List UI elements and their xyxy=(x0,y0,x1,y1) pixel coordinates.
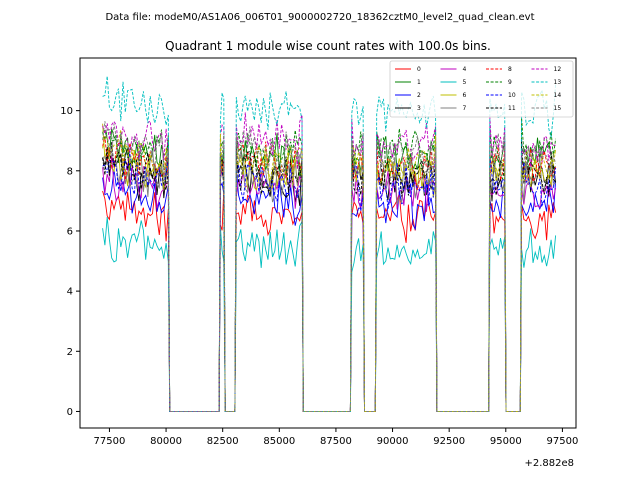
legend-label-5: 5 xyxy=(463,79,467,86)
x-tick-label: 95000 xyxy=(490,436,522,447)
y-tick-label: 0 xyxy=(67,407,73,418)
legend-label-8: 8 xyxy=(508,66,512,73)
y-tick-label: 8 xyxy=(67,166,73,177)
legend-label-10: 10 xyxy=(508,92,516,99)
legend-label-14: 14 xyxy=(554,92,562,99)
series-line-7 xyxy=(102,147,556,412)
series-line-5 xyxy=(102,216,557,412)
series-line-15 xyxy=(102,121,557,412)
y-tick-label: 2 xyxy=(67,347,73,358)
x-tick-label: 92500 xyxy=(433,436,465,447)
x-tick-label: 87500 xyxy=(320,436,352,447)
legend-box xyxy=(389,60,574,118)
y-tick-label: 10 xyxy=(60,106,73,117)
series-line-12 xyxy=(102,112,556,412)
legend-label-7: 7 xyxy=(463,105,467,112)
series-line-9 xyxy=(102,117,557,412)
legend-label-11: 11 xyxy=(508,105,516,112)
series-line-10 xyxy=(102,150,557,412)
legend-label-6: 6 xyxy=(463,92,467,99)
chart-title: Quadrant 1 module wise count rates with … xyxy=(165,39,491,53)
y-tick-label: 4 xyxy=(67,287,73,298)
x-tick-label: 85000 xyxy=(263,436,295,447)
x-tick-label: 77500 xyxy=(94,436,126,447)
legend-label-12: 12 xyxy=(554,66,562,73)
x-tick-label: 90000 xyxy=(377,436,409,447)
series-line-8 xyxy=(102,136,557,412)
series-line-6 xyxy=(102,123,556,412)
series-line-2 xyxy=(102,167,557,412)
x-axis: 77500 80000 82500 85000 87500 90000 92500 95000… xyxy=(94,428,579,447)
series-line-3 xyxy=(102,148,557,412)
x-offset-label: +2.882e8 xyxy=(524,458,574,469)
y-axis: 0 2 4 6 8 10 xyxy=(60,106,80,418)
series-line-11 xyxy=(102,139,556,412)
legend-label-0: 0 xyxy=(417,66,421,73)
legend-label-2: 2 xyxy=(417,92,421,99)
plot-frame xyxy=(79,57,577,429)
legend-label-4: 4 xyxy=(463,66,467,73)
series-line-14 xyxy=(102,129,557,412)
series-line-1 xyxy=(102,128,556,412)
suptitle: Data file: modeM0/AS1A06_006T01_90000027… xyxy=(105,12,534,23)
legend-label-3: 3 xyxy=(417,105,421,112)
x-tick-label: 80000 xyxy=(150,436,182,447)
legend-label-1: 1 xyxy=(417,79,421,86)
series-line-4 xyxy=(102,154,557,412)
legend-label-13: 13 xyxy=(554,79,562,86)
series-line-13 xyxy=(102,76,557,412)
legend-label-9: 9 xyxy=(508,79,512,86)
legend-label-15: 15 xyxy=(554,105,562,112)
x-tick-label: 82500 xyxy=(207,436,239,447)
plot-lines xyxy=(102,76,557,412)
series-line-0 xyxy=(102,189,557,412)
y-tick-label: 6 xyxy=(67,226,73,237)
x-tick-label: 97500 xyxy=(547,436,579,447)
